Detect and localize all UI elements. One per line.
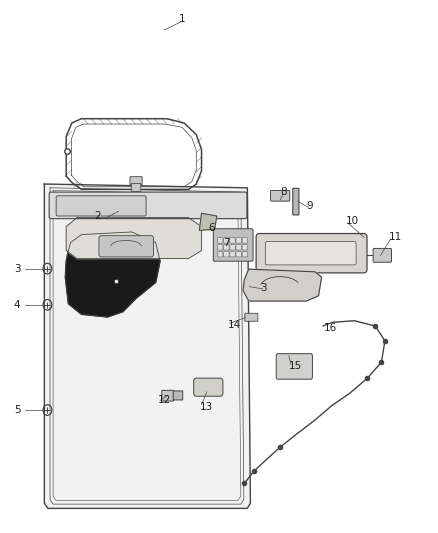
Text: 13: 13 — [199, 402, 212, 413]
FancyBboxPatch shape — [230, 238, 235, 243]
FancyBboxPatch shape — [245, 313, 258, 321]
Polygon shape — [66, 217, 201, 259]
Polygon shape — [65, 232, 160, 317]
Text: 5: 5 — [14, 405, 21, 415]
Text: 7: 7 — [223, 238, 230, 247]
Text: 6: 6 — [208, 223, 215, 233]
FancyBboxPatch shape — [373, 248, 392, 262]
Text: 12: 12 — [158, 395, 171, 406]
FancyBboxPatch shape — [242, 252, 247, 257]
FancyBboxPatch shape — [230, 245, 235, 250]
Text: 9: 9 — [306, 201, 313, 211]
Text: 11: 11 — [389, 232, 403, 243]
FancyBboxPatch shape — [130, 176, 142, 184]
FancyBboxPatch shape — [49, 192, 247, 219]
Text: 15: 15 — [289, 361, 302, 371]
FancyBboxPatch shape — [224, 252, 229, 257]
FancyBboxPatch shape — [218, 238, 223, 243]
FancyBboxPatch shape — [56, 196, 146, 216]
Text: 3: 3 — [14, 264, 21, 273]
FancyBboxPatch shape — [99, 236, 153, 257]
FancyBboxPatch shape — [213, 229, 253, 261]
FancyBboxPatch shape — [242, 245, 247, 250]
FancyBboxPatch shape — [242, 238, 247, 243]
FancyBboxPatch shape — [173, 391, 183, 400]
FancyBboxPatch shape — [236, 252, 241, 257]
FancyBboxPatch shape — [162, 390, 173, 401]
FancyBboxPatch shape — [271, 190, 290, 201]
Text: 8: 8 — [280, 187, 287, 197]
FancyBboxPatch shape — [256, 233, 367, 273]
FancyBboxPatch shape — [236, 238, 241, 243]
Text: 10: 10 — [346, 216, 359, 227]
FancyBboxPatch shape — [194, 378, 223, 396]
FancyBboxPatch shape — [265, 241, 356, 265]
FancyBboxPatch shape — [293, 188, 299, 215]
FancyBboxPatch shape — [276, 354, 312, 379]
FancyBboxPatch shape — [131, 183, 141, 191]
Text: 2: 2 — [95, 211, 101, 221]
Text: 16: 16 — [324, 322, 337, 333]
FancyBboxPatch shape — [218, 252, 223, 257]
FancyBboxPatch shape — [218, 245, 223, 250]
FancyBboxPatch shape — [236, 245, 241, 250]
Polygon shape — [44, 184, 251, 508]
Polygon shape — [199, 213, 217, 230]
FancyBboxPatch shape — [224, 238, 229, 243]
Text: 14: 14 — [228, 320, 241, 330]
Text: 4: 4 — [14, 300, 21, 310]
Polygon shape — [243, 269, 321, 301]
Text: 3: 3 — [261, 283, 267, 293]
FancyBboxPatch shape — [224, 245, 229, 250]
Text: 1: 1 — [179, 14, 185, 25]
FancyBboxPatch shape — [230, 252, 235, 257]
